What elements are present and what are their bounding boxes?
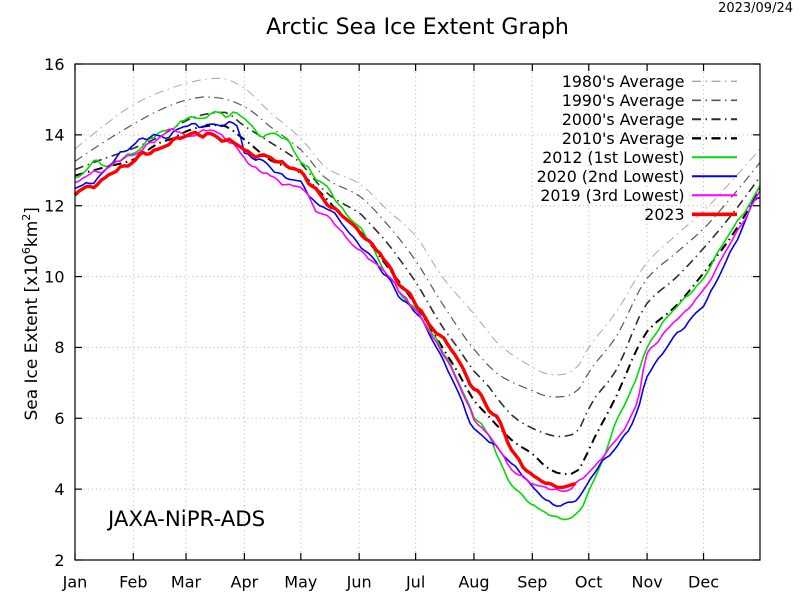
y-tick-label-6: 6 [54,409,64,428]
legend-label-avg-1990s: 1990's Average [562,91,685,110]
legend-item-avg-1980s: 1980's Average [562,72,737,91]
x-tick-label-Mar: Mar [171,573,202,592]
y-axis-label: Sea Ice Extent [x106km2] [20,169,42,459]
date-label: 2023/09/24 [718,1,793,16]
y-tick-label-10: 10 [44,267,64,286]
x-tick-label-Aug: Aug [458,573,489,592]
legend-label-year-2012: 2012 (1st Lowest) [542,148,684,167]
x-tick-label-May: May [284,573,317,592]
series-line-year-2020 [74,120,761,507]
x-tick-label-Oct: Oct [575,573,603,592]
legend-item-avg-1990s: 1990's Average [562,91,737,110]
x-tick-label-Dec: Dec [688,573,719,592]
y-tick-label-8: 8 [54,338,64,357]
y-tick-label-4: 4 [54,480,64,499]
legend-item-year-2012: 2012 (1st Lowest) [542,148,737,167]
x-tick-label-Apr: Apr [231,573,259,592]
x-tick-label-Jun: Jun [346,573,372,592]
y-tick-label-12: 12 [44,197,64,216]
legend-label-avg-1980s: 1980's Average [562,72,685,91]
series-line-year-2023 [73,130,576,490]
watermark-jaxa-nipr-ads: JAXA-NiPR-ADS [108,507,266,532]
y-tick-label-14: 14 [44,126,64,145]
legend-label-year-2023: 2023 [644,205,684,224]
y-tick-label-16: 16 [44,55,64,74]
legend-label-avg-2000s: 2000's Average [562,110,685,129]
legend-item-avg-2010s: 2010's Average [562,129,737,148]
x-tick-label-Jul: Jul [405,573,425,592]
legend-label-year-2019: 2019 (3rd Lowest) [540,186,684,205]
y-axis-label-text: Sea Ice Extent [x10 [21,254,42,421]
x-tick-label-Feb: Feb [119,573,147,592]
y-axis-label-sup2: 2 [20,213,34,221]
legend-item-year-2020: 2020 (2nd Lowest) [537,167,737,186]
x-tick-label-Nov: Nov [631,573,662,592]
chart-title: Arctic Sea Ice Extent Graph [266,15,569,40]
y-axis-label-km: km [21,220,42,248]
x-tick-label-Jan: Jan [62,573,88,592]
series-line-avg-2000s [74,111,761,438]
legend-label-year-2020: 2020 (2nd Lowest) [537,167,685,186]
legend-item-avg-2000s: 2000's Average [562,110,737,129]
plot-border [74,63,761,561]
y-axis-label-sup6: 6 [20,247,34,255]
legend-item-year-2019: 2019 (3rd Lowest) [540,186,737,205]
x-tick-label-Sep: Sep [517,573,547,592]
legend-item-year-2023: 2023 [644,205,737,224]
y-tick-label-2: 2 [54,551,64,570]
y-axis-label-close: ] [21,207,42,214]
series-line-avg-1990s [74,96,761,398]
legend-label-avg-2010s: 2010's Average [562,129,685,148]
